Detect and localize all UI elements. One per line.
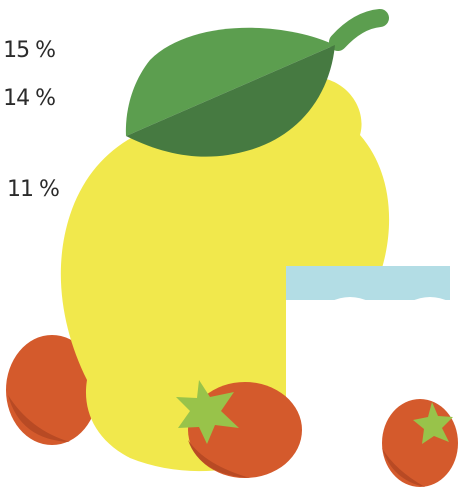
tomato-left-icon <box>6 335 98 445</box>
percentage-label-15: 15 % <box>3 38 56 63</box>
tomato-center-icon <box>176 380 302 478</box>
leaf-icon <box>125 9 389 157</box>
percentage-label-11: 11 % <box>7 177 60 202</box>
tomato-right-icon <box>382 399 458 487</box>
percentage-label-14: 14 % <box>3 86 56 111</box>
